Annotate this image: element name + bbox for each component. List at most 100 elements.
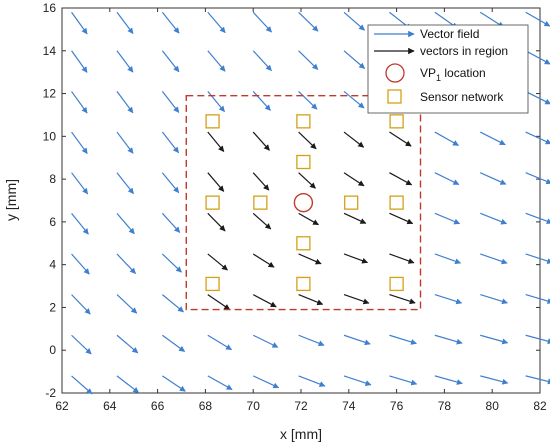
- field-vector-arrow: [298, 90, 318, 110]
- field-vector-arrow: [161, 131, 180, 154]
- region-vector-arrow: [343, 294, 370, 305]
- field-vector-arrow: [71, 50, 88, 73]
- x-tick-label: 64: [103, 399, 117, 413]
- field-vector-arrow: [434, 253, 462, 265]
- field-vector-arrow: [343, 11, 365, 31]
- field-vector-arrow: [71, 91, 88, 114]
- region-vector-arrow: [389, 294, 416, 305]
- region-vector-arrow: [207, 212, 226, 232]
- field-vector-arrow: [116, 11, 134, 35]
- sensor-marker: [389, 195, 404, 210]
- x-tick-label: 76: [390, 399, 404, 413]
- region-vector-arrow: [252, 131, 270, 151]
- x-axis-label: x [mm]: [280, 426, 322, 442]
- x-tick-label: 72: [294, 399, 308, 413]
- field-vector-arrow: [525, 375, 550, 385]
- x-tick-label: 68: [199, 399, 213, 413]
- field-vector-arrow: [71, 294, 91, 315]
- field-vector-arrow: [116, 91, 134, 114]
- x-tick-label: 66: [151, 399, 165, 413]
- field-vector-arrow: [434, 294, 463, 305]
- region-vector-arrow: [298, 253, 322, 265]
- field-vector-arrow: [252, 91, 271, 111]
- field-vector-arrow: [252, 50, 272, 72]
- y-tick-label: 10: [43, 129, 57, 143]
- field-vector-arrow: [525, 172, 550, 185]
- x-tick-label: 80: [486, 399, 500, 413]
- sensor-marker: [296, 236, 311, 251]
- y-tick-label: 0: [49, 343, 56, 357]
- y-tick-label: 6: [49, 215, 56, 229]
- region-vector-arrow: [298, 294, 324, 306]
- field-vector-arrow: [434, 334, 463, 345]
- field-vector-arrow: [525, 131, 550, 145]
- field-vector-arrow: [252, 334, 279, 348]
- region-dashed-box: [185, 94, 422, 311]
- field-vector-arrow: [298, 50, 319, 70]
- region-vector-arrow: [298, 212, 319, 226]
- x-tick-label: 62: [55, 399, 69, 413]
- x-tick-label: 78: [438, 399, 452, 413]
- vp-location-marker: [293, 192, 314, 213]
- field-vector-arrow: [161, 50, 180, 73]
- y-tick-label: -2: [45, 386, 56, 400]
- field-vector-arrow: [480, 253, 508, 265]
- legend: Vector field vectors in region VP1 locat…: [367, 24, 529, 114]
- field-vector-arrow: [525, 294, 550, 304]
- legend-label-vp-location: VP1 location: [420, 66, 486, 83]
- region-vector-arrow: [252, 253, 275, 268]
- field-vector-arrow: [116, 50, 134, 73]
- field-vector-arrow: [71, 375, 93, 395]
- field-vector-arrow: [116, 253, 136, 274]
- region-overlay: [185, 94, 422, 311]
- sensor-marker: [205, 195, 220, 210]
- legend-label-vector-field: Vector field: [420, 27, 479, 41]
- field-vector-arrow: [116, 131, 134, 154]
- field-vector-arrow: [525, 334, 550, 345]
- sensor-marker: [253, 195, 268, 210]
- legend-label-sensor-network: Sensor network: [420, 90, 504, 104]
- sensor-marker: [389, 114, 404, 129]
- region-vector-arrow: [343, 212, 367, 224]
- region-vector-arrow: [343, 172, 365, 187]
- field-vector-arrow: [480, 294, 508, 305]
- y-tick-label: 12: [43, 87, 57, 101]
- field-vector-arrow: [252, 375, 280, 389]
- y-tick-label: 14: [43, 44, 57, 58]
- field-vector-arrow: [525, 11, 550, 27]
- sensor-marker: [296, 154, 311, 170]
- region-vector-arrow: [207, 172, 225, 192]
- field-vector-arrow: [207, 91, 225, 113]
- field-vector-arrow: [434, 212, 461, 225]
- legend-red-circle: [385, 63, 405, 83]
- field-vector-arrow: [298, 11, 319, 32]
- field-vector-arrow: [207, 375, 233, 391]
- sensor-marker: [389, 276, 404, 292]
- y-tick-label: 8: [49, 172, 56, 186]
- sensor-marker: [296, 276, 311, 292]
- region-vector-arrow: [207, 131, 225, 152]
- sensor-marker: [205, 276, 220, 292]
- field-vector-arrow: [161, 91, 180, 113]
- field-vector-arrow: [480, 212, 508, 225]
- field-vector-arrow: [343, 50, 366, 69]
- field-vector-arrow: [434, 172, 460, 186]
- x-tick-label: 70: [247, 399, 261, 413]
- field-vector-arrow: [161, 212, 181, 233]
- field-vector-arrow: [525, 90, 550, 105]
- field-vector-arrow: [71, 172, 89, 195]
- field-vector-arrow: [161, 253, 182, 273]
- x-tick-label: 82: [533, 399, 547, 413]
- field-vector-arrow: [480, 375, 509, 385]
- field-vector-arrow: [480, 172, 507, 185]
- field-vector-arrow: [116, 375, 140, 394]
- region-vector-arrow: [389, 253, 415, 264]
- field-vector-arrow: [162, 334, 186, 352]
- region-vector-arrow: [252, 172, 270, 191]
- field-vector-arrow: [71, 212, 89, 235]
- field-vector-arrow: [480, 334, 509, 345]
- field-vector-arrow: [479, 131, 506, 146]
- field-vector-arrow: [161, 172, 180, 194]
- sensor-marker: [205, 114, 220, 129]
- region-vector-arrow: [389, 212, 414, 225]
